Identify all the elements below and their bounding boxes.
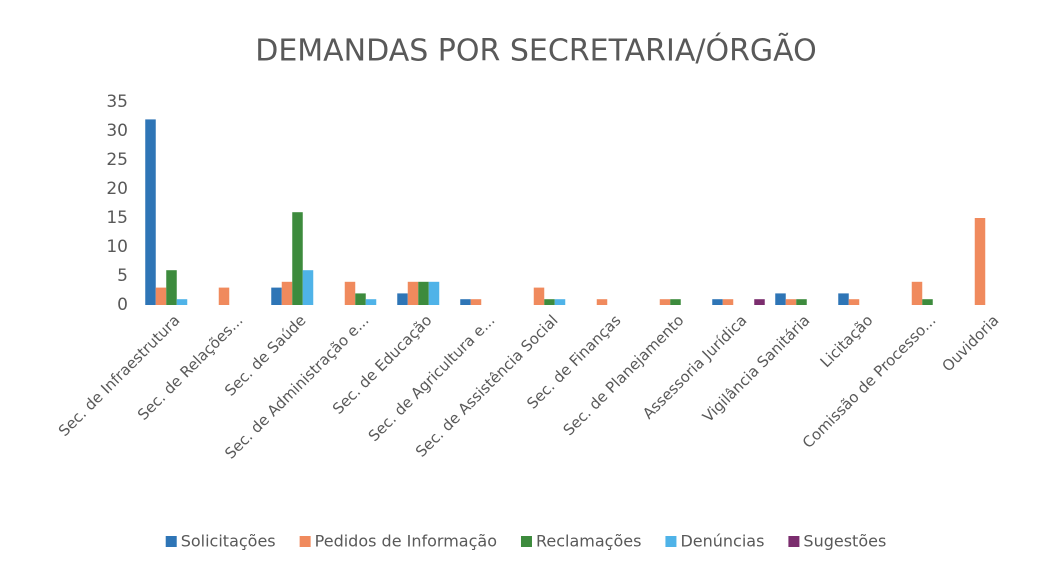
y-tick-label: 35 — [106, 92, 128, 112]
bar — [712, 299, 723, 305]
bar — [428, 281, 440, 305]
bar — [754, 299, 765, 305]
bar — [796, 299, 807, 305]
bar — [218, 287, 230, 305]
legend-label: Denúncias — [680, 532, 764, 551]
chart-title: DEMANDAS POR SECRETARIA/ÓRGÃO — [255, 32, 817, 69]
legend-label: Pedidos de Informação — [315, 532, 497, 551]
bar — [355, 293, 366, 305]
bar — [271, 287, 282, 305]
legend-label: Sugestões — [803, 532, 886, 551]
bar — [596, 299, 608, 305]
bar — [922, 299, 933, 305]
bar — [670, 299, 681, 305]
bar — [407, 281, 419, 305]
bar — [785, 299, 797, 305]
legend-label: Reclamações — [536, 532, 641, 551]
bar — [722, 299, 734, 305]
bar — [911, 281, 923, 305]
y-tick-label: 15 — [106, 208, 128, 228]
bar — [418, 281, 429, 305]
legend-swatch — [299, 536, 311, 547]
bar — [544, 299, 555, 305]
bar — [775, 293, 786, 305]
bar — [281, 281, 293, 305]
y-tick-label: 5 — [117, 266, 128, 286]
bar — [145, 119, 156, 306]
bar — [533, 287, 545, 305]
legend-swatch — [165, 536, 177, 547]
legend-swatch — [665, 536, 677, 547]
bar — [155, 287, 167, 305]
legend-swatch — [788, 536, 800, 547]
legend-label: Solicitações — [181, 532, 276, 551]
bar — [470, 299, 482, 305]
bar — [302, 270, 314, 305]
y-tick-label: 25 — [106, 150, 128, 170]
bar — [292, 212, 303, 305]
bar — [460, 299, 471, 305]
bar — [166, 270, 177, 305]
bar — [554, 299, 566, 305]
bar — [365, 299, 377, 305]
bar — [659, 299, 671, 305]
bar — [344, 281, 356, 305]
bar — [974, 218, 986, 305]
bar — [848, 299, 860, 305]
legend-swatch — [520, 536, 532, 547]
bar — [838, 293, 849, 305]
y-tick-label: 10 — [106, 237, 128, 257]
y-tick-label: 30 — [106, 121, 128, 141]
y-tick-label: 20 — [106, 179, 128, 199]
bar — [397, 293, 408, 305]
y-tick-label: 0 — [117, 295, 128, 315]
bar — [176, 299, 188, 305]
